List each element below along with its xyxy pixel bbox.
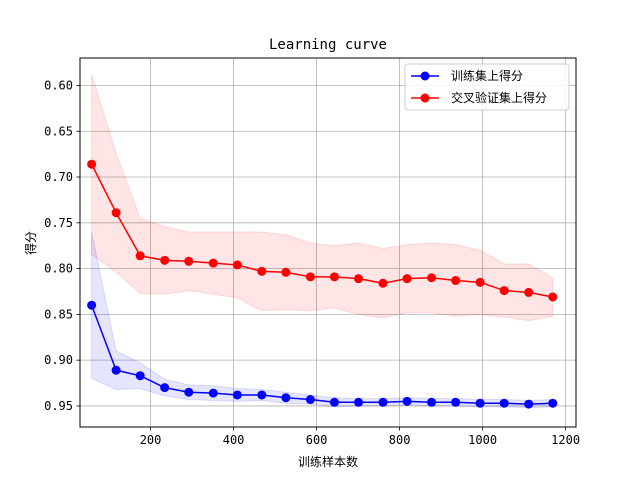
train-score-point <box>475 398 485 408</box>
legend: 训练集上得分 交叉验证集上得分 <box>404 63 570 111</box>
legend-cv-marker <box>420 93 430 103</box>
cv-score-point <box>111 208 121 218</box>
x-tick-label: 600 <box>306 433 328 447</box>
train-score-point <box>378 397 388 407</box>
train-score-point <box>111 365 121 375</box>
train-score-point <box>87 300 97 310</box>
series-points <box>87 159 558 409</box>
train-score-point <box>524 399 534 409</box>
cv-score-point <box>402 274 412 284</box>
cv-score-point <box>548 292 558 302</box>
y-tick-label: 0.90 <box>44 353 73 367</box>
score-bands <box>91 74 554 409</box>
cv-score-point <box>499 286 509 296</box>
y-axis-label: 得分 <box>23 231 38 255</box>
train-score-point <box>402 396 412 406</box>
y-tick-label: 0.95 <box>44 399 73 413</box>
cv-score-point <box>135 251 145 261</box>
train-score-point <box>427 397 437 407</box>
legend-cv-label: 交叉验证集上得分 <box>451 90 547 105</box>
cv-score-point <box>257 266 267 276</box>
cv-score-point <box>184 256 194 266</box>
train-score-point <box>232 390 242 400</box>
plot-frame <box>79 57 577 428</box>
x-tick-label: 800 <box>389 433 411 447</box>
x-axis-label: 训练样本数 <box>298 454 358 469</box>
grid-lines <box>80 58 576 427</box>
cv-score-point <box>87 159 97 169</box>
cv-score-point <box>524 287 534 297</box>
y-axis-ticks: 0.60 0.65 0.70 0.75 0.80 0.85 0.90 0.95 <box>44 78 80 413</box>
x-tick-label: 1200 <box>551 433 580 447</box>
cv-score-point <box>329 272 339 282</box>
train-score-point <box>135 371 145 381</box>
train-score-point <box>499 398 509 408</box>
train-score-point <box>329 397 339 407</box>
cv-score-point <box>208 258 218 268</box>
legend-train-marker <box>420 71 430 81</box>
train-score-point <box>184 387 194 397</box>
y-tick-label: 0.75 <box>44 216 73 230</box>
y-tick-label: 0.65 <box>44 124 73 138</box>
chart-title: Learning curve <box>269 37 387 53</box>
cv-score-point <box>451 275 461 285</box>
cv-score-point <box>475 277 485 287</box>
train-score-point <box>548 398 558 408</box>
x-tick-label: 200 <box>140 433 162 447</box>
cv-score-point <box>281 267 291 277</box>
cv-score-point <box>305 272 315 282</box>
train-score-point <box>451 397 461 407</box>
cv-score-point <box>378 278 388 288</box>
x-axis-ticks: 200 400 600 800 1000 1200 <box>140 427 580 447</box>
y-tick-label: 0.80 <box>44 262 73 276</box>
cv-score-point <box>427 273 437 283</box>
cv-score-point <box>354 274 364 284</box>
train-score-point <box>208 388 218 398</box>
cv-score-point <box>232 260 242 270</box>
train-score-point <box>257 390 267 400</box>
cv-score-point <box>160 255 170 265</box>
y-tick-label: 0.85 <box>44 307 73 321</box>
y-tick-label: 0.60 <box>44 78 73 92</box>
cv-score-band <box>91 74 554 322</box>
train-score-point <box>160 383 170 393</box>
train-score-point <box>305 395 315 405</box>
train-score-point <box>281 393 291 403</box>
legend-box <box>404 63 570 111</box>
x-tick-label: 1000 <box>468 433 497 447</box>
y-tick-label: 0.70 <box>44 170 73 184</box>
x-tick-label: 400 <box>223 433 245 447</box>
train-score-point <box>354 397 364 407</box>
legend-train-label: 训练集上得分 <box>451 68 523 83</box>
